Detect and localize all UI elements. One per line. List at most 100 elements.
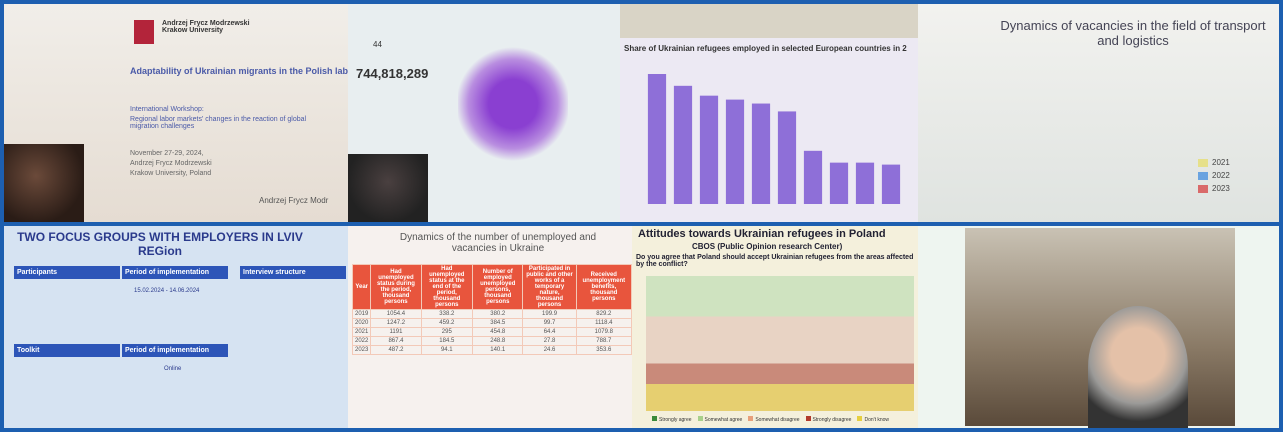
speaker <box>4 144 84 222</box>
legend-label: 2021 <box>1212 158 1230 167</box>
cell: 459.2 <box>421 319 472 328</box>
bar <box>726 100 744 204</box>
cell: 248.8 <box>473 337 523 346</box>
header-cell: Received unemployment benefits, thousand… <box>576 265 631 310</box>
cell: 788.7 <box>576 337 631 346</box>
title: Share of Ukrainian refugees employed in … <box>624 44 907 53</box>
bar <box>804 151 822 204</box>
legend-label: Strongly agree <box>659 417 692 423</box>
cell: 199.9 <box>523 310 576 319</box>
logo <box>134 20 154 44</box>
cell: 867.4 <box>371 337 421 346</box>
cell: 353.6 <box>576 346 631 355</box>
cell: 184.5 <box>421 337 472 346</box>
bar <box>700 96 718 204</box>
cell: 2022 <box>353 337 371 346</box>
bar <box>648 74 666 204</box>
cell: 1054.4 <box>371 310 421 319</box>
cell: 140.1 <box>473 346 523 355</box>
cell: 295 <box>421 328 472 337</box>
footer: Andrzej Frycz Modr <box>259 196 328 205</box>
bar <box>830 163 848 204</box>
bar <box>778 111 796 204</box>
title: Attitudes towards Ukrainian refugees in … <box>638 228 886 240</box>
bar <box>882 165 900 204</box>
swatch <box>652 416 657 421</box>
box-header: Period of implementation <box>122 266 228 279</box>
period: 15.02.2024 - 14.06.2024 <box>134 288 199 294</box>
cell: 2019 <box>353 310 371 319</box>
subtitle: Regional labor markets' changes in the r… <box>130 116 330 130</box>
swatch <box>698 416 703 421</box>
cell: 1191 <box>371 328 421 337</box>
legend: 2021 2022 2023 <box>1198 154 1230 197</box>
legend-label: 2023 <box>1212 184 1230 193</box>
mode: Online <box>164 366 181 372</box>
header-cell: Had unemployed status at the end of the … <box>421 265 472 310</box>
header-cell: Participated in public and other works o… <box>523 265 576 310</box>
swatch <box>1198 159 1208 167</box>
box-header: Interview structure <box>240 266 346 279</box>
swatch <box>1198 172 1208 180</box>
collage: Andrzej Frycz Modrzewski Krakow Universi… <box>0 0 1283 432</box>
swatch <box>748 416 753 421</box>
count: 44 <box>373 40 382 49</box>
bar <box>856 163 874 204</box>
slide-photo: Dynamics of vacancies in the field of tr… <box>918 4 1279 222</box>
cell: 487.2 <box>371 346 421 355</box>
area-chart <box>646 276 914 411</box>
cell: 380.2 <box>473 310 523 319</box>
cell: 24.6 <box>523 346 576 355</box>
legend-item: 2022 <box>1198 171 1230 180</box>
title: Dynamics of the number of unemployed and… <box>378 232 618 254</box>
legend-label: Strongly disagree <box>813 417 852 423</box>
cell: 27.8 <box>523 337 576 346</box>
cell: 94.1 <box>421 346 472 355</box>
bubbles <box>458 44 568 164</box>
slide-photo: Share of Ukrainian refugees employed in … <box>620 4 918 222</box>
source: CBOS (Public Opinion research Center) <box>692 242 842 251</box>
swatch <box>857 416 862 421</box>
slide-photo: 44 744,818,289 <box>348 4 620 222</box>
box-header: Participants <box>14 266 120 279</box>
slide-photo: TWO FOCUS GROUPS WITH EMPLOYERS IN LVIV … <box>4 226 348 428</box>
photo-frame <box>918 226 1279 428</box>
slide-photo: Attitudes towards Ukrainian refugees in … <box>632 226 918 428</box>
cell: 1118.4 <box>576 319 631 328</box>
bar <box>674 86 692 204</box>
question: Do you agree that Poland should accept U… <box>636 254 914 268</box>
header-cell: Had unemployed status during the period,… <box>371 265 421 310</box>
bar-chart <box>640 64 910 212</box>
population: 744,818,289 <box>356 66 428 81</box>
title: Dynamics of vacancies in the field of tr… <box>998 18 1268 48</box>
legend-label: Don't know <box>864 417 889 423</box>
box-header: Toolkit <box>14 344 120 357</box>
speaker <box>348 154 428 222</box>
cell: 338.2 <box>421 310 472 319</box>
bar <box>752 104 770 204</box>
cell: 1079.8 <box>576 328 631 337</box>
event: International Workshop: <box>130 106 204 113</box>
swatch <box>806 416 811 421</box>
cell: 829.2 <box>576 310 631 319</box>
university: Andrzej Frycz Modrzewski Krakow Universi… <box>162 20 252 34</box>
legend-label: Somewhat disagree <box>755 417 799 423</box>
legend-item: 2021 <box>1198 158 1230 167</box>
header-cell: Year <box>353 265 371 310</box>
legend-label: Somewhat agree <box>705 417 743 423</box>
host: Andrzej Frycz Modrzewski <box>130 160 212 167</box>
slide-photo: Andrzej Frycz Modrzewski Krakow Universi… <box>4 4 348 222</box>
cell: 2020 <box>353 319 371 328</box>
legend-label: 2022 <box>1212 171 1230 180</box>
slide-photo: Dynamics of the number of unemployed and… <box>348 226 632 428</box>
cell: 454.8 <box>473 328 523 337</box>
swatch <box>1198 185 1208 193</box>
title: TWO FOCUS GROUPS WITH EMPLOYERS IN LVIV … <box>10 230 310 258</box>
